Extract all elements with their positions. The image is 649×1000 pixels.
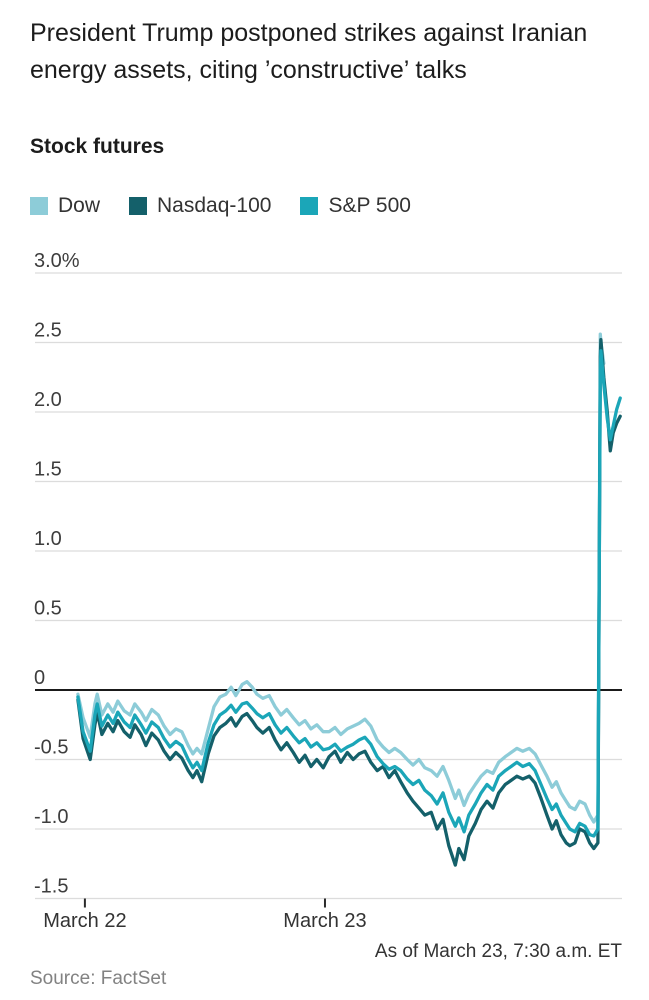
- y-axis-label: -1.0: [34, 806, 68, 828]
- legend-item-nasdaq: Nasdaq-100: [129, 194, 271, 218]
- chart-title: Stock futures: [30, 135, 165, 158]
- x-axis-label: March 22: [43, 910, 126, 932]
- y-axis-label: 1.0: [34, 528, 62, 550]
- legend-swatch-sp500: [300, 197, 319, 215]
- y-axis-label: 3.0%: [34, 250, 80, 272]
- as-of-note: As of March 23, 7:30 a.m. ET: [374, 941, 622, 962]
- series-line-dow: [76, 332, 606, 824]
- series-line-nasdaq-100: [76, 338, 622, 867]
- y-axis-label: 2.0: [34, 389, 62, 411]
- y-axis-label: 0: [34, 667, 45, 689]
- y-axis-label: 2.5: [34, 320, 62, 342]
- y-axis-label: -0.5: [34, 737, 68, 759]
- legend-label-dow: Dow: [58, 194, 101, 217]
- y-axis-label: 1.5: [34, 459, 62, 481]
- legend-item-dow: Dow: [30, 194, 100, 218]
- y-axis-label: -1.5: [34, 876, 68, 898]
- headline: President Trump postponed strikes agains…: [30, 19, 588, 84]
- x-axis-label: March 23: [283, 910, 366, 932]
- y-axis-label: 0.5: [34, 598, 62, 620]
- legend-swatch-nasdaq: [129, 197, 148, 215]
- legend-item-sp500: S&P 500: [300, 194, 411, 218]
- legend: Dow Nasdaq-100 S&P 500: [30, 194, 411, 218]
- source-note: Source: FactSet: [30, 968, 167, 989]
- legend-label-sp500: S&P 500: [328, 194, 411, 217]
- series-line-s-p-500: [76, 349, 622, 838]
- legend-swatch-dow: [30, 197, 48, 215]
- legend-label-nasdaq: Nasdaq-100: [157, 194, 272, 217]
